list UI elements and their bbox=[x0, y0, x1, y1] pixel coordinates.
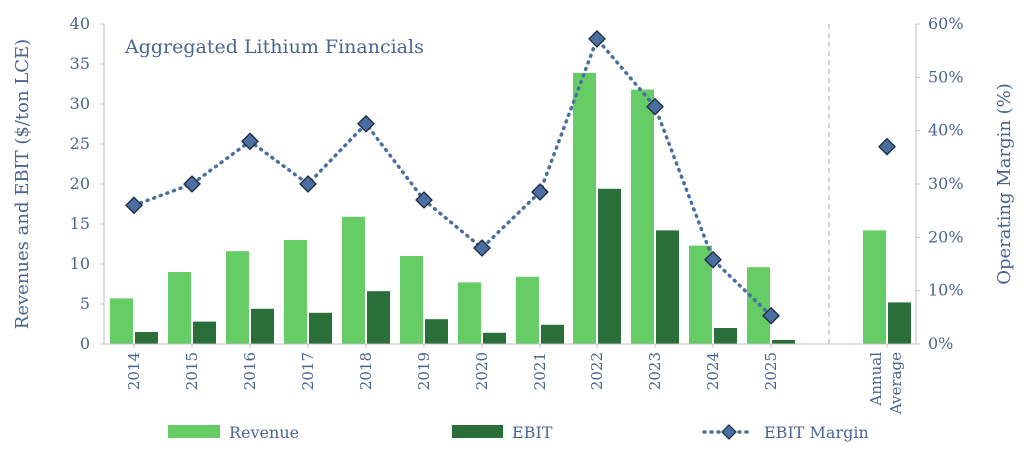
revenue-bar bbox=[458, 282, 481, 344]
y-tick-label: 30 bbox=[70, 94, 90, 113]
margin-marker bbox=[125, 196, 143, 215]
ebit-bar bbox=[367, 291, 390, 344]
ebit-bar bbox=[714, 328, 737, 344]
revenue-bar bbox=[110, 298, 133, 344]
margin-marker bbox=[646, 97, 664, 116]
revenue-bar bbox=[226, 251, 249, 344]
ebit-bar bbox=[251, 308, 274, 344]
legend-margin-marker bbox=[721, 424, 737, 440]
legend-ebit-label: EBIT bbox=[512, 423, 553, 442]
margin-marker bbox=[299, 175, 317, 193]
ebit-bar bbox=[541, 324, 564, 344]
margin-marker bbox=[531, 183, 549, 201]
ebit-bar bbox=[888, 302, 911, 344]
margin-line-group bbox=[125, 30, 896, 325]
y2-axis-label: Operating Margin (%) bbox=[994, 83, 1015, 285]
x-tick-label: 2021 bbox=[531, 352, 549, 390]
margin-marker bbox=[241, 132, 259, 151]
revenue-bar bbox=[689, 245, 712, 344]
y-tick-label: 0 bbox=[80, 334, 90, 353]
legend-margin-label: EBIT Margin bbox=[764, 423, 869, 442]
chart-title: Aggregated Lithium Financials bbox=[124, 36, 424, 58]
margin-line bbox=[132, 35, 773, 318]
legend-ebit-swatch bbox=[452, 425, 503, 438]
y-tick-label: 20 bbox=[70, 174, 90, 193]
x-tick-label: 2016 bbox=[241, 352, 259, 390]
revenue-bar bbox=[863, 230, 886, 344]
x-tick-label: 2022 bbox=[588, 352, 606, 390]
ebit-bar bbox=[656, 230, 679, 344]
margin-marker bbox=[878, 137, 896, 156]
x-tick-label: 2019 bbox=[415, 352, 433, 390]
ebit-bar bbox=[772, 340, 795, 344]
margin-marker bbox=[762, 306, 780, 325]
y-tick-label: 15 bbox=[70, 214, 90, 233]
legend-revenue-swatch bbox=[168, 425, 220, 438]
x-tick-label: 2024 bbox=[704, 352, 722, 390]
x-tick-label: 2017 bbox=[299, 352, 317, 390]
revenue-bar bbox=[400, 256, 423, 344]
margin-marker bbox=[183, 175, 201, 193]
revenue-bar bbox=[573, 72, 596, 345]
revenue-bar bbox=[284, 240, 307, 344]
ebit-bar bbox=[483, 332, 506, 344]
y-tick-label: 40 bbox=[70, 14, 90, 33]
y2-tick-label: 50% bbox=[928, 67, 964, 86]
y-tick-label: 10 bbox=[70, 254, 90, 273]
ebit-bar bbox=[309, 312, 332, 344]
margin-marker bbox=[357, 114, 375, 133]
ebit-bar bbox=[135, 332, 158, 344]
x-tick-label: Annual bbox=[867, 352, 885, 407]
y2-tick-label: 30% bbox=[928, 174, 964, 193]
y2-tick-label: 0% bbox=[928, 334, 953, 353]
ebit-bar bbox=[598, 188, 621, 344]
legend-revenue-label: Revenue bbox=[229, 423, 299, 442]
revenue-bar bbox=[168, 272, 191, 344]
x-tick-label: 2018 bbox=[357, 352, 375, 390]
y-axis-label: Revenues and EBIT ($/ton LCE) bbox=[12, 39, 33, 329]
margin-marker bbox=[704, 250, 722, 269]
x-tick-label: 2025 bbox=[762, 352, 780, 390]
y2-tick-label: 20% bbox=[928, 227, 964, 246]
x-tick-label: 2014 bbox=[125, 352, 143, 390]
bars-group bbox=[110, 72, 911, 345]
y2-tick-label: 60% bbox=[928, 14, 964, 33]
x-tick-label: 2020 bbox=[473, 352, 491, 390]
axes-group: 05101520253035400%10%20%30%40%50%60%2014… bbox=[70, 14, 964, 415]
x-tick-label: 2015 bbox=[183, 352, 201, 390]
y2-tick-label: 40% bbox=[928, 121, 964, 140]
legend: Revenue EBIT EBIT Margin bbox=[168, 423, 869, 442]
x-tick-label: Average bbox=[887, 352, 905, 415]
y-tick-label: 25 bbox=[70, 134, 90, 153]
revenue-bar bbox=[342, 216, 365, 344]
y2-tick-label: 10% bbox=[928, 281, 964, 300]
margin-marker bbox=[415, 191, 433, 209]
ebit-bar bbox=[425, 319, 448, 344]
margin-marker bbox=[473, 239, 491, 257]
margin-marker bbox=[588, 30, 606, 48]
ebit-bar bbox=[193, 321, 216, 344]
revenue-bar bbox=[516, 276, 539, 344]
y-tick-label: 35 bbox=[70, 54, 90, 73]
revenue-bar bbox=[631, 89, 654, 344]
x-tick-label: 2023 bbox=[646, 352, 664, 390]
y-tick-label: 5 bbox=[80, 294, 90, 313]
